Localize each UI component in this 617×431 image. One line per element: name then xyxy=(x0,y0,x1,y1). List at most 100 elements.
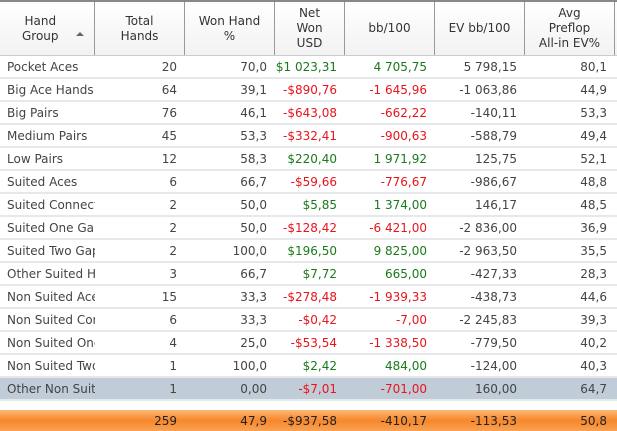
cell-0: Suited Two Gappers xyxy=(7,243,95,258)
cell-4: 484,00 xyxy=(385,358,427,373)
table-row[interactable]: Suited One Gappers 2 50,0 -$128,42 -6 421,00… xyxy=(0,217,617,240)
column-header-label: Won Hand % xyxy=(198,13,261,43)
cell-0: Non Suited Connectors xyxy=(7,312,95,327)
cell-4: 665,00 xyxy=(385,266,427,281)
column-header-4[interactable]: bb/100 xyxy=(345,2,435,55)
cell-2: 53,3 xyxy=(240,128,267,143)
cell-5: -588,79 xyxy=(470,128,517,143)
cell-5: -2 836,00 xyxy=(459,220,517,235)
cell-4: -1 338,50 xyxy=(369,335,427,350)
table-row[interactable]: Pocket Aces 20 70,0 $1 023,31 4 705,75 5 798,… xyxy=(0,56,617,79)
cell-1: 45 xyxy=(161,128,177,143)
table-row[interactable]: Non Suited Aces 15 33,3 -$278,48 -1 939,33 -4… xyxy=(0,286,617,309)
table-body: Pocket Aces 20 70,0 $1 023,31 4 705,75 5 798,… xyxy=(0,56,617,401)
cell-4: 1 971,92 xyxy=(373,151,427,166)
cell-0: Non Suited One Gappers xyxy=(7,335,95,350)
cell-0: Other Non Suited Hands xyxy=(7,381,95,396)
cell-2: 46,1 xyxy=(240,105,267,120)
cell-6: 44,9 xyxy=(580,82,607,97)
cell-2: 39,1 xyxy=(240,82,267,97)
cell-1: 76 xyxy=(161,105,177,120)
cell-5: -2 963,50 xyxy=(459,243,517,258)
column-header-3[interactable]: Net Won USD xyxy=(275,2,345,55)
table-row[interactable]: Suited Aces 6 66,7 -$59,66 -776,67 -986,67 48,… xyxy=(0,171,617,194)
cell-5: 5 798,15 xyxy=(463,59,517,74)
cell-0: Medium Pairs xyxy=(7,128,88,143)
cell-2: 66,7 xyxy=(240,266,267,281)
table-row[interactable]: Medium Pairs 45 53,3 -$332,41 -900,63 -588,79… xyxy=(0,125,617,148)
cell-5: 146,17 xyxy=(475,197,517,212)
cell-2: 50,0 xyxy=(240,197,267,212)
cell-2: 25,0 xyxy=(240,335,267,350)
cell-6: 80,1 xyxy=(580,59,607,74)
column-header-0[interactable]: Hand Group xyxy=(0,2,95,55)
cell-3: -$7,01 xyxy=(298,381,337,396)
column-header-label: Net Won USD xyxy=(296,6,323,50)
cell-3: -$890,76 xyxy=(283,82,337,97)
total-cell-2: 47,9 xyxy=(240,413,267,428)
table-header: Hand Group Total Hands Won Hand % Net Won U… xyxy=(0,0,617,56)
column-header-5[interactable]: EV bb/100 xyxy=(435,2,525,55)
cell-3: $2,42 xyxy=(302,358,337,373)
table-row[interactable]: Big Ace Hands 64 39,1 -$890,76 -1 645,96 -1 0… xyxy=(0,79,617,102)
table-row[interactable]: Suited Two Gappers 2 100,0 $196,50 9 825,00 -… xyxy=(0,240,617,263)
cell-2: 33,3 xyxy=(240,289,267,304)
cell-4: -701,00 xyxy=(380,381,427,396)
cell-3: -$0,42 xyxy=(298,312,337,327)
cell-1: 12 xyxy=(161,151,177,166)
cell-5: -427,33 xyxy=(470,266,517,281)
cell-1: 3 xyxy=(169,266,177,281)
cell-4: -900,63 xyxy=(380,128,427,143)
table-row[interactable]: Big Pairs 76 46,1 -$643,08 -662,22 -140,11 53,… xyxy=(0,102,617,125)
column-header-6[interactable]: Avg Preflop All-in EV% xyxy=(525,2,615,55)
cell-0: Other Suited Hands xyxy=(7,266,95,281)
cell-1: 4 xyxy=(169,335,177,350)
cell-1: 2 xyxy=(169,197,177,212)
cell-6: 64,7 xyxy=(580,381,607,396)
cell-6: 40,2 xyxy=(580,335,607,350)
cell-5: -140,11 xyxy=(470,105,517,120)
cell-0: Low Pairs xyxy=(7,151,64,166)
table-row[interactable]: Non Suited One Gappers 4 25,0 -$53,54 -1 338… xyxy=(0,332,617,355)
cell-6: 48,5 xyxy=(580,197,607,212)
total-cell-1: 259 xyxy=(154,413,177,428)
cell-0: Suited Connectors xyxy=(7,197,95,212)
cell-3: -$53,54 xyxy=(290,335,337,350)
cell-3: $196,50 xyxy=(287,243,337,258)
cell-1: 2 xyxy=(169,243,177,258)
total-row: 259 47,9 -$937,58 -410,17 -113,53 50,8 xyxy=(0,410,617,431)
table-row[interactable]: Other Non Suited Hands 1 0,00 -$7,01 -701,00… xyxy=(0,378,617,401)
cell-3: $5,85 xyxy=(302,197,337,212)
column-header-label: bb/100 xyxy=(368,21,411,35)
table-row[interactable]: Non Suited Two Gappers 1 100,0 $2,42 484,00 -… xyxy=(0,355,617,378)
cell-2: 70,0 xyxy=(240,59,267,74)
table-row[interactable]: Suited Connectors 2 50,0 $5,85 1 374,00 146,1… xyxy=(0,194,617,217)
cell-4: -776,67 xyxy=(380,174,427,189)
cell-1: 6 xyxy=(169,174,177,189)
column-header-1[interactable]: Total Hands xyxy=(95,2,185,55)
cell-5: -1 063,86 xyxy=(459,82,517,97)
cell-2: 58,3 xyxy=(240,151,267,166)
table-row[interactable]: Non Suited Connectors 6 33,3 -$0,42 -7,00 -2 … xyxy=(0,309,617,332)
cell-5: -438,73 xyxy=(470,289,517,304)
cell-0: Suited Aces xyxy=(7,174,78,189)
total-cell-5: -113,53 xyxy=(470,413,517,428)
column-header-label: Avg Preflop All-in EV% xyxy=(538,6,601,50)
table-row[interactable]: Other Suited Hands 3 66,7 $7,72 665,00 -427,3… xyxy=(0,263,617,286)
cell-4: -1 645,96 xyxy=(369,82,427,97)
cell-4: -1 939,33 xyxy=(369,289,427,304)
cell-3: $1 023,31 xyxy=(275,59,337,74)
cell-2: 33,3 xyxy=(240,312,267,327)
cell-3: -$332,41 xyxy=(283,128,337,143)
table-row[interactable]: Low Pairs 12 58,3 $220,40 1 971,92 125,75 52,1 xyxy=(0,148,617,171)
cell-4: 1 374,00 xyxy=(373,197,427,212)
total-cell-3: -$937,58 xyxy=(283,413,337,428)
cell-5: -2 245,83 xyxy=(459,312,517,327)
cell-2: 0,00 xyxy=(240,381,267,396)
cell-3: -$278,48 xyxy=(283,289,337,304)
cell-6: 53,3 xyxy=(580,105,607,120)
cell-0: Suited One Gappers xyxy=(7,220,95,235)
column-header-2[interactable]: Won Hand % xyxy=(185,2,275,55)
cell-2: 100,0 xyxy=(232,243,267,258)
cell-1: 20 xyxy=(161,59,177,74)
